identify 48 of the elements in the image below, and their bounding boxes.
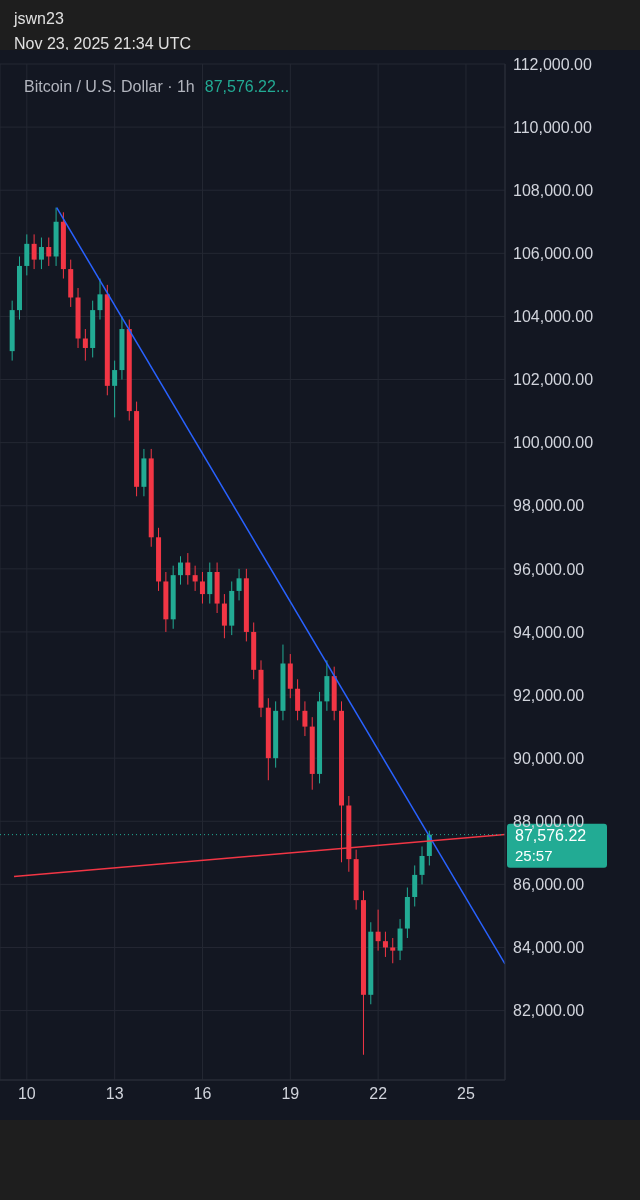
candlestick bbox=[199, 571, 205, 605]
candlestick bbox=[46, 237, 52, 267]
y-tick-label: 86,000.00 bbox=[513, 876, 585, 894]
x-tick-label: 13 bbox=[105, 1085, 124, 1103]
candlestick bbox=[382, 931, 388, 958]
y-tick-label: 98,000.00 bbox=[513, 497, 585, 515]
text: 87,576.22... bbox=[204, 78, 290, 95]
y-tick-label: 94,000.00 bbox=[513, 623, 585, 641]
y-tick-label: 90,000.00 bbox=[513, 749, 585, 767]
y-tick-label: 96,000.00 bbox=[513, 560, 585, 578]
candlestick bbox=[24, 233, 30, 276]
x-tick-label: 10 bbox=[17, 1085, 36, 1103]
candlestick bbox=[295, 678, 301, 721]
y-tick-label: 100,000.00 bbox=[513, 434, 594, 452]
candlestick bbox=[192, 565, 198, 592]
y-tick-label: 108,000.00 bbox=[513, 181, 594, 199]
candlestick bbox=[236, 568, 242, 601]
candlestick bbox=[178, 555, 183, 586]
candlestick bbox=[82, 328, 88, 362]
x-tick-label: 16 bbox=[193, 1085, 212, 1103]
y-tick-label: 104,000.00 bbox=[513, 308, 594, 326]
candlestick bbox=[97, 278, 103, 321]
y-tick-label: 106,000.00 bbox=[513, 245, 594, 262]
y-tick-label: 110,000.00 bbox=[513, 118, 592, 136]
text: Nov 23, 2025 21:34 UTC bbox=[14, 34, 191, 54]
y-tick-label: 112,000.00 bbox=[513, 55, 592, 73]
text: jswn23 bbox=[14, 9, 65, 29]
x-tick-label: 22 bbox=[369, 1085, 388, 1103]
text: 25:57 bbox=[515, 846, 553, 864]
candlestick bbox=[31, 233, 37, 270]
candlestick bbox=[390, 937, 396, 964]
y-tick-label: 102,000.00 bbox=[513, 371, 594, 389]
candlestick bbox=[397, 918, 403, 961]
candlestick bbox=[207, 562, 213, 605]
x-tick-label: 25 bbox=[457, 1085, 475, 1103]
y-tick-label: 82,000.00 bbox=[513, 1002, 585, 1020]
candlestick bbox=[412, 864, 418, 907]
candlestick bbox=[185, 552, 191, 586]
candlestick bbox=[375, 909, 381, 952]
candlestick bbox=[221, 593, 227, 639]
text: Bitcoin / U.S. Dollar · 1h bbox=[24, 78, 195, 95]
candlestick bbox=[302, 700, 308, 737]
y-tick-label: 84,000.00 bbox=[513, 939, 585, 957]
candlestick bbox=[38, 237, 44, 270]
y-tick-label: 92,000.00 bbox=[513, 686, 585, 704]
candlestick bbox=[112, 360, 118, 418]
x-tick-label: 19 bbox=[281, 1085, 300, 1103]
candlestick bbox=[419, 846, 425, 885]
